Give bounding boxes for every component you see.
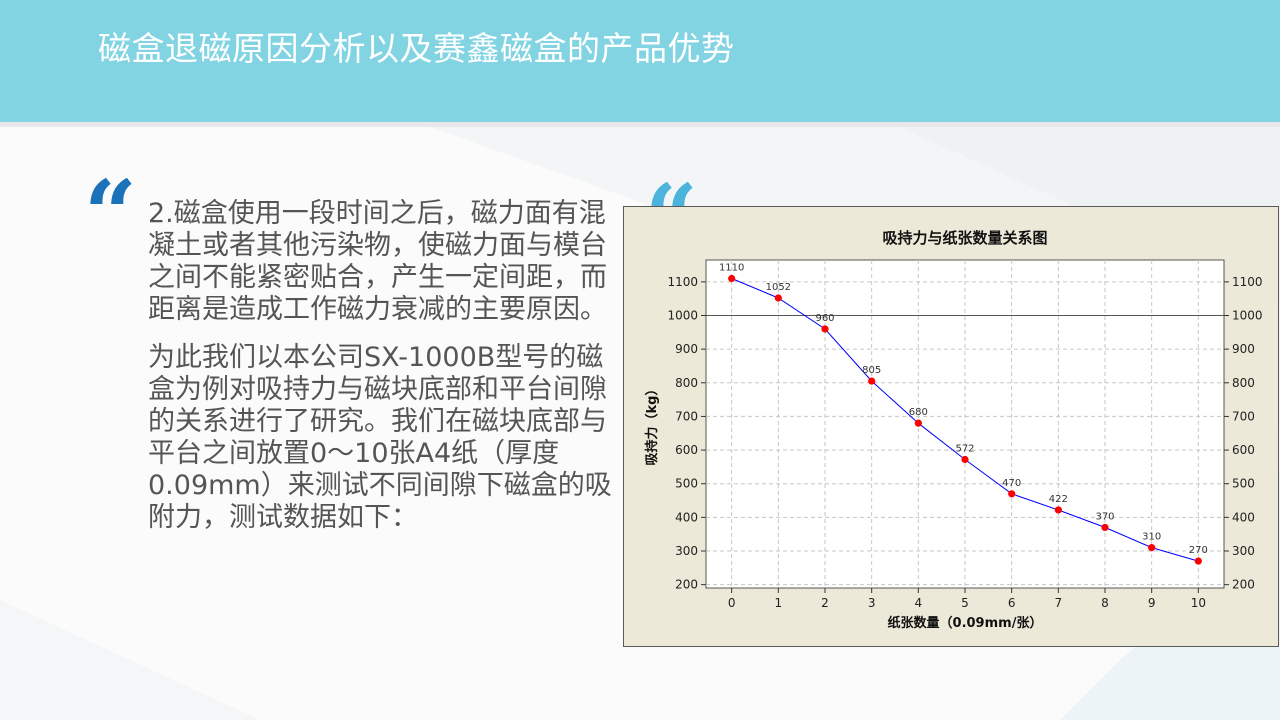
data-label: 680 [909,407,928,418]
data-label: 270 [1189,545,1208,556]
page-title: 磁盒退磁原因分析以及赛鑫磁盒的产品优势 [98,29,735,68]
data-label: 572 [955,443,974,454]
data-point [774,294,782,302]
y-tick-label-right: 600 [1232,443,1255,457]
y-tick-label: 500 [675,477,698,491]
data-label: 1110 [719,263,744,274]
data-label: 805 [862,365,881,376]
y-tick-label: 400 [675,510,698,524]
x-tick-label: 0 [728,596,736,610]
y-tick-label: 900 [675,342,698,356]
data-label: 310 [1142,532,1161,543]
x-tick-label: 1 [775,596,783,610]
y-tick-label-right: 1100 [1232,275,1263,289]
header-bar [0,0,1280,122]
data-point [914,419,922,427]
data-point [868,377,876,385]
x-tick-label: 6 [1008,596,1016,610]
y-tick-label-right: 200 [1232,578,1255,592]
paragraph-1: 2.磁盒使用一段时间之后，磁力面有混凝土或者其他污染物，使磁力面与模台之间不能紧… [148,198,607,325]
y-tick-label: 1000 [667,309,698,323]
x-tick-label: 10 [1191,596,1206,610]
y-tick-label: 200 [675,578,698,592]
data-point [1054,506,1062,514]
data-label: 470 [1002,478,1021,489]
data-point [728,274,736,283]
data-label: 422 [1049,494,1068,505]
y-tick-label-right: 1000 [1232,309,1263,323]
x-axis-label: 纸张数量（0.09mm/张） [888,615,1043,631]
paragraph-2: 为此我们以本公司SX-1000B型号的磁盒为例对吸持力与磁块底部和平台间隙的关系… [148,342,612,533]
y-tick-label-right: 800 [1232,376,1255,390]
line-chart: 200 200 300 300 400 400 500 500 600 600 700 700 800 8… [644,229,1263,631]
y-tick-label: 700 [675,409,698,423]
y-axis-label: 吸持力（kg） [644,383,660,466]
body-text: 2.磁盒使用一段时间之后，磁力面有混凝土或者其他污染物，使磁力面与模台之间不能紧… [148,198,623,550]
y-tick-label: 1100 [667,275,698,289]
data-point [1101,523,1109,532]
x-tick-label: 2 [821,596,829,610]
data-point [821,325,829,333]
y-tick-label: 600 [675,443,698,457]
x-tick-label: 9 [1148,596,1156,610]
data-label: 370 [1095,511,1114,522]
data-label: 960 [815,313,834,324]
y-tick-label-right: 400 [1232,510,1255,524]
data-label: 1052 [766,282,791,293]
x-tick-label: 3 [868,596,876,610]
data-point [1194,557,1202,565]
y-tick-label-right: 500 [1232,477,1255,491]
y-tick-label: 800 [675,376,698,390]
x-tick-label: 4 [915,596,923,610]
header-divider [0,122,1280,127]
y-tick-label-right: 900 [1232,342,1255,356]
y-tick-label: 300 [675,544,698,558]
x-tick-label: 8 [1101,596,1109,610]
chart-title: 吸持力与纸张数量关系图 [882,229,1047,247]
chart-panel: 200 200 300 300 400 400 500 500 600 600 700 700 800 8… [623,206,1279,647]
y-tick-label-right: 300 [1232,544,1255,558]
data-point [1148,544,1156,552]
x-tick-label: 5 [961,596,969,610]
quote-icon: “ [84,160,137,268]
x-tick-label: 7 [1055,596,1063,610]
data-point [961,455,969,464]
y-tick-label-right: 700 [1232,409,1255,423]
data-point [1008,490,1016,498]
